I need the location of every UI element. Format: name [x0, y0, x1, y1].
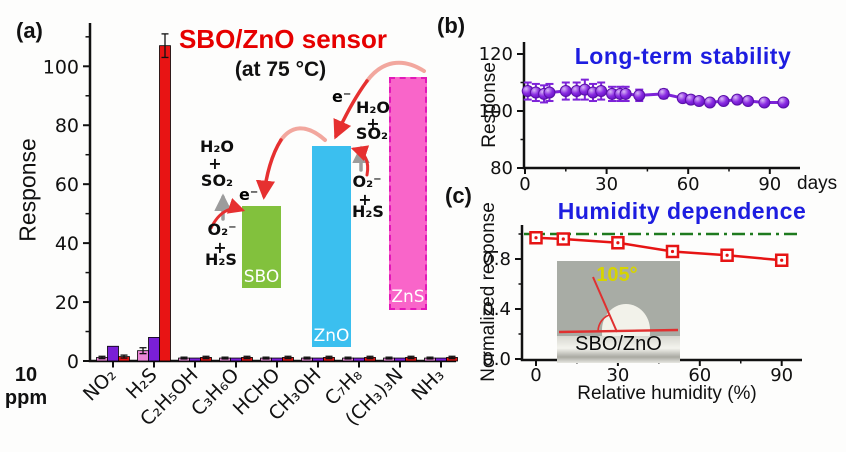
- x-tick-label: 0: [530, 365, 541, 386]
- x-tick-label: 60: [688, 365, 711, 386]
- panel-b-x-unit-label: days: [797, 173, 838, 194]
- data-point: [758, 96, 771, 109]
- panel-b-y-axis-label: Response: [479, 62, 500, 148]
- data-point: [777, 96, 790, 109]
- left-o2-label: O₂⁻: [207, 220, 237, 239]
- data-point: [543, 86, 556, 99]
- data-point: [703, 96, 716, 109]
- data-point-center: [670, 249, 675, 254]
- red-arrow-o2-to-zno: [350, 145, 370, 177]
- y-tick-label: 20: [55, 292, 79, 314]
- data-point-center: [780, 258, 784, 262]
- y-tick-label: 0.8: [482, 249, 511, 270]
- data-point-center: [616, 241, 620, 245]
- y-tick-label: 0.4: [482, 299, 511, 320]
- left-plus-label-2: +: [213, 238, 227, 257]
- left-h2o-label: H₂O: [200, 137, 234, 156]
- contact-angle-annotation: [558, 276, 679, 334]
- y-tick-label: 0.0: [482, 349, 511, 370]
- x-tick-label: 0: [519, 174, 530, 195]
- right-electron-label: e⁻: [332, 87, 352, 106]
- data-point: [742, 95, 755, 108]
- x-tick-label: 30: [606, 365, 629, 386]
- panel-c-y-axis-label: Normalized response: [478, 202, 499, 382]
- red-arrow-zns-to-zno: [333, 79, 369, 140]
- x-tick-label: 90: [770, 365, 793, 386]
- panel-b-label: (b): [437, 13, 466, 38]
- salmon-arc-zns-to-zno: [365, 60, 426, 83]
- zno-band-box: ZnO: [312, 146, 351, 347]
- panel-a-concentration-label: 10 ppm: [0, 364, 52, 410]
- y-tick-label: 40: [55, 233, 79, 255]
- panel-c-title: Humidity dependence: [557, 198, 807, 224]
- zns-band-box: ZnS: [389, 77, 427, 310]
- data-point: [619, 87, 632, 100]
- photo-substrate: [557, 336, 680, 363]
- red-arrow-zno-to-sbo: [255, 138, 283, 200]
- panel-c-x-axis-label: Relative humidity (%): [577, 383, 757, 404]
- y-tick-label: 80: [490, 158, 513, 179]
- contact-angle-value: 105°: [596, 264, 638, 286]
- data-point-center: [561, 237, 565, 241]
- concentration-unit: ppm: [4, 387, 48, 409]
- panel-c-label: (c): [445, 183, 472, 208]
- photo-background: 105°: [557, 261, 680, 336]
- panel-a-title: SBO/ZnO sensor: [178, 24, 388, 54]
- concentration-value: 10: [14, 364, 38, 386]
- data-point: [657, 87, 670, 100]
- data-point: [595, 85, 608, 98]
- panel-b-title: Long-term stability: [574, 43, 792, 69]
- panel-a-subtitle: (at 75 °C): [234, 58, 327, 81]
- right-so2-label: SO₂: [355, 124, 389, 143]
- x-tick-label: 60: [677, 174, 700, 195]
- bar: [107, 345, 119, 362]
- sbo-band-label: SBO: [243, 267, 280, 287]
- right-plus-label-1: +: [366, 114, 380, 133]
- left-h2s-label: H₂S: [205, 250, 237, 269]
- x-tick-label: 30: [595, 174, 618, 195]
- y-tick-label: 60: [55, 174, 79, 196]
- data-point-center: [725, 253, 729, 257]
- right-h2s-label: H₂S: [352, 202, 384, 221]
- data-point-center: [534, 236, 538, 240]
- salmon-arc-zno-to-sbo: [279, 126, 327, 142]
- right-h2o-label: H₂O: [356, 98, 390, 117]
- data-point: [717, 95, 730, 108]
- right-plus-label-2: +: [358, 190, 372, 209]
- left-electron-label: e⁻: [239, 185, 259, 204]
- left-so2-label: SO₂: [200, 171, 234, 190]
- panel-a-label: (a): [16, 18, 43, 43]
- y-tick-label: 120: [479, 44, 513, 65]
- data-point: [633, 89, 646, 102]
- sample-name-label: SBO/ZnO: [575, 333, 662, 355]
- left-plus-label-1: +: [208, 154, 222, 173]
- zno-band-label: ZnO: [313, 326, 350, 346]
- y-tick-label: 100: [479, 101, 513, 122]
- y-tick-label: 100: [43, 56, 79, 78]
- x-tick-label: 90: [758, 174, 781, 195]
- red-arrow-o2-to-sbo: [209, 198, 246, 230]
- contact-angle-photo: 105° SBO/ZnO: [557, 261, 680, 363]
- panel-a-y-axis-label: Response: [14, 138, 41, 242]
- zns-band-label: ZnS: [391, 287, 425, 307]
- y-tick-label: 0: [67, 351, 79, 373]
- sbo-band-box: SBO: [242, 206, 281, 288]
- y-tick-label: 80: [55, 115, 79, 137]
- right-o2-label: O₂⁻: [352, 172, 382, 191]
